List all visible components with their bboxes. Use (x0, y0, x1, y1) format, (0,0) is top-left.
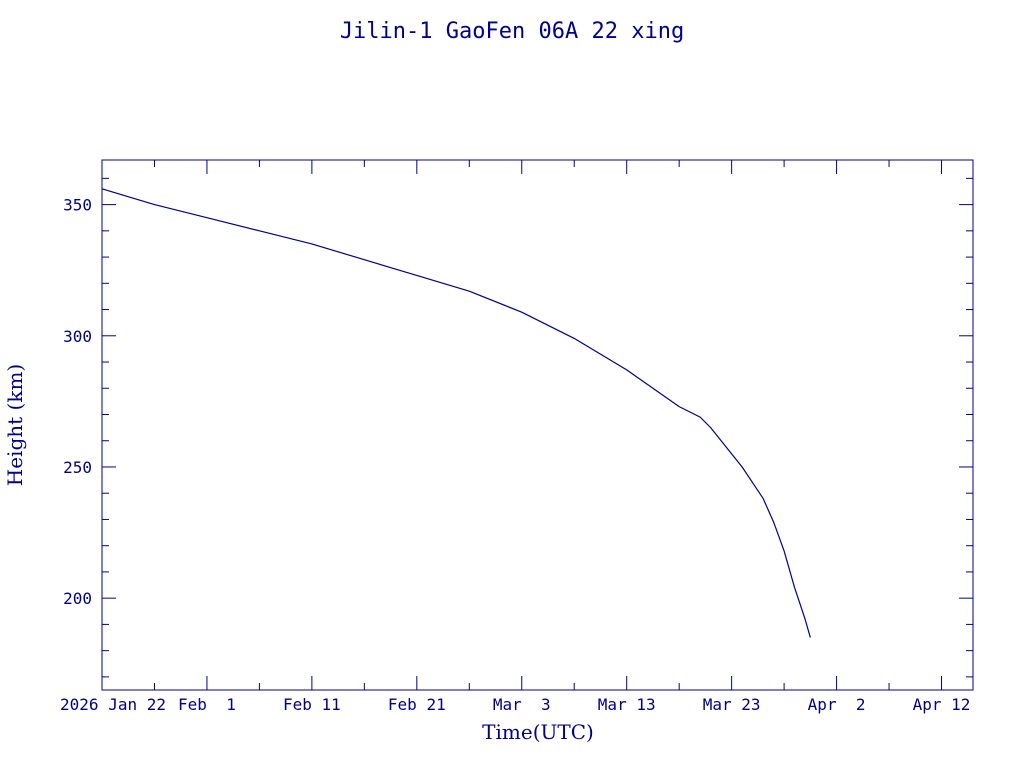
x-tick-label: Apr 2 (808, 695, 866, 714)
plot-frame (101, 159, 974, 691)
x-tick-label: Mar 13 (598, 695, 656, 714)
chart-title: Jilin-1 GaoFen 06A 22 xing (340, 19, 684, 44)
x-tick-label: Mar 3 (493, 695, 551, 714)
x-tick-label: Apr 12 (913, 695, 971, 714)
height-series-line (101, 188, 811, 638)
x-tick-label: 2026 Jan 22 (60, 695, 166, 714)
x-tick-label: Feb 21 (388, 695, 446, 714)
series-group (101, 188, 811, 638)
y-tick-label: 350 (63, 196, 92, 215)
y-tick-label: 200 (63, 589, 92, 608)
y-tick-label: 250 (63, 458, 92, 477)
y-axis-label: Height (km) (3, 364, 27, 486)
x-tick-label: Feb 1 (178, 695, 236, 714)
x-tick-label: Feb 11 (283, 695, 341, 714)
x-axis: 2026 Jan 22 Feb 1 Feb 11 Feb 21 Mar 3 Mar 13 M… (60, 160, 970, 714)
y-tick-label: 300 (63, 327, 92, 346)
y-axis: 200 250 300 350 (63, 177, 973, 678)
x-tick-label: Mar 23 (703, 695, 761, 714)
x-axis-label: Time(UTC) (482, 720, 594, 744)
